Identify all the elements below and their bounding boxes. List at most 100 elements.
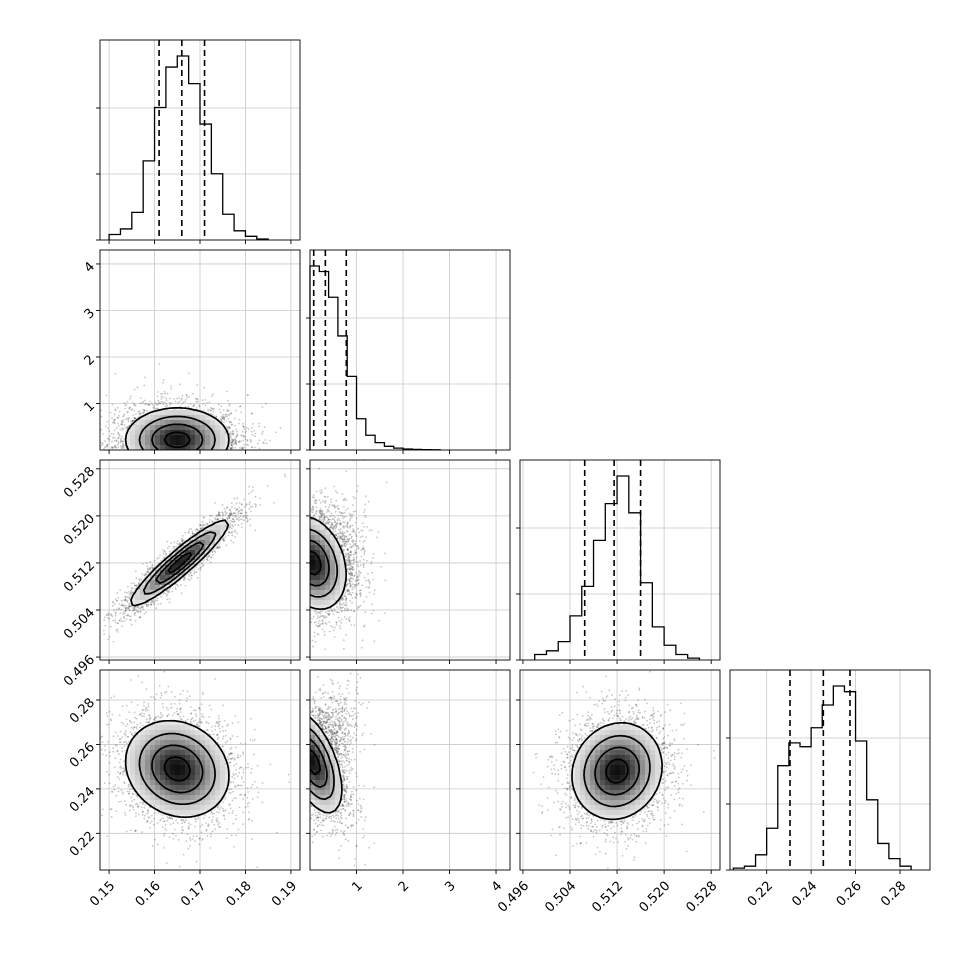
scatter-point	[245, 516, 247, 519]
scatter-point	[127, 425, 129, 428]
scatter-point	[241, 508, 243, 511]
scatter-point	[216, 546, 219, 548]
scatter-point	[230, 447, 233, 450]
scatter-point	[219, 411, 222, 414]
scatter-point	[207, 556, 210, 558]
scatter-point	[184, 398, 187, 401]
scatter-point	[148, 603, 150, 606]
scatter-point	[192, 404, 195, 407]
scatter-point	[129, 592, 132, 595]
scatter-point	[116, 628, 119, 631]
scatter-point	[126, 592, 128, 594]
scatter-point	[162, 403, 165, 406]
scatter-point	[121, 445, 124, 448]
scatter-point	[246, 439, 249, 442]
scatter-point	[124, 609, 127, 612]
scatter-point	[127, 607, 130, 610]
scatter-point	[134, 570, 137, 573]
scatter-point	[151, 567, 154, 570]
scatter-point	[111, 604, 114, 607]
scatter-point	[228, 409, 231, 412]
scatter-point	[113, 603, 116, 605]
scatter-point	[115, 439, 118, 442]
scatter-point	[169, 397, 171, 400]
scatter-point	[130, 587, 133, 589]
scatter-point	[109, 411, 112, 414]
scatter-point	[234, 536, 237, 538]
scatter-point	[113, 413, 116, 416]
scatter-point	[228, 513, 231, 516]
grid-layer	[100, 40, 930, 870]
scatter-point	[211, 407, 214, 410]
scatter-point	[224, 511, 227, 514]
density-cell	[145, 415, 151, 421]
scatter-point	[126, 614, 129, 616]
scatter-point	[124, 407, 126, 410]
scatter-point	[203, 516, 205, 518]
density-cell	[180, 415, 186, 421]
scatter-point	[195, 401, 198, 403]
scatter-point	[229, 421, 231, 424]
scatter-point	[168, 601, 171, 604]
scatter-point	[130, 395, 132, 398]
scatter-point	[221, 517, 224, 520]
scatter-point	[134, 417, 137, 420]
scatter-point	[235, 435, 238, 438]
scatter-point	[227, 428, 229, 430]
scatter-point	[106, 443, 109, 446]
scatter-point	[111, 447, 114, 450]
scatter-point	[118, 410, 121, 413]
scatter-point	[170, 402, 173, 404]
scatter-point	[245, 443, 248, 446]
scatter-point	[259, 504, 261, 506]
density-cell	[155, 420, 161, 426]
scatter-point	[102, 433, 104, 435]
scatter-point	[139, 412, 142, 415]
scatter-point	[139, 610, 142, 612]
scatter-point	[210, 557, 213, 559]
scatter-point	[188, 528, 191, 531]
scatter-point	[151, 601, 154, 603]
scatter-point	[201, 524, 204, 527]
density-cell	[215, 420, 221, 426]
scatter-point	[215, 547, 218, 549]
scatter-point	[122, 443, 125, 446]
scatter-point	[223, 537, 225, 540]
scatter-point	[229, 447, 232, 449]
scatter-point	[238, 422, 240, 425]
scatter-point	[133, 419, 136, 421]
scatter-point	[160, 392, 162, 395]
scatter-point	[246, 514, 249, 517]
scatter-point	[252, 423, 255, 425]
scatter-point	[210, 556, 213, 558]
scatter-point	[130, 409, 133, 411]
density-cell	[160, 440, 166, 446]
scatter-point	[162, 401, 164, 403]
scatter-point	[126, 426, 129, 429]
scatter-point	[279, 427, 282, 429]
density-cell	[160, 435, 166, 441]
scatter-point	[254, 503, 257, 505]
scatter-point	[228, 403, 231, 405]
scatter-point	[226, 517, 229, 520]
scatter-point	[242, 447, 244, 450]
density-cell	[180, 420, 186, 426]
scatter-point	[114, 446, 116, 449]
scatter-point	[148, 568, 151, 571]
scatter-point	[220, 415, 223, 418]
scatter-point	[181, 540, 183, 543]
scatter-point	[190, 577, 193, 580]
scatter-point	[231, 438, 234, 441]
scatter-point	[240, 503, 243, 505]
scatter-point	[114, 418, 116, 421]
scatter-point	[255, 503, 258, 506]
histogram-step	[534, 475, 701, 660]
density-cell	[155, 435, 161, 441]
scatter-point	[121, 429, 124, 432]
scatter-point	[236, 434, 239, 437]
density-cell	[190, 440, 196, 446]
scatter-point	[208, 521, 211, 524]
scatter-point	[233, 442, 236, 445]
scatter-point	[135, 584, 138, 586]
scatter-point	[206, 558, 209, 561]
